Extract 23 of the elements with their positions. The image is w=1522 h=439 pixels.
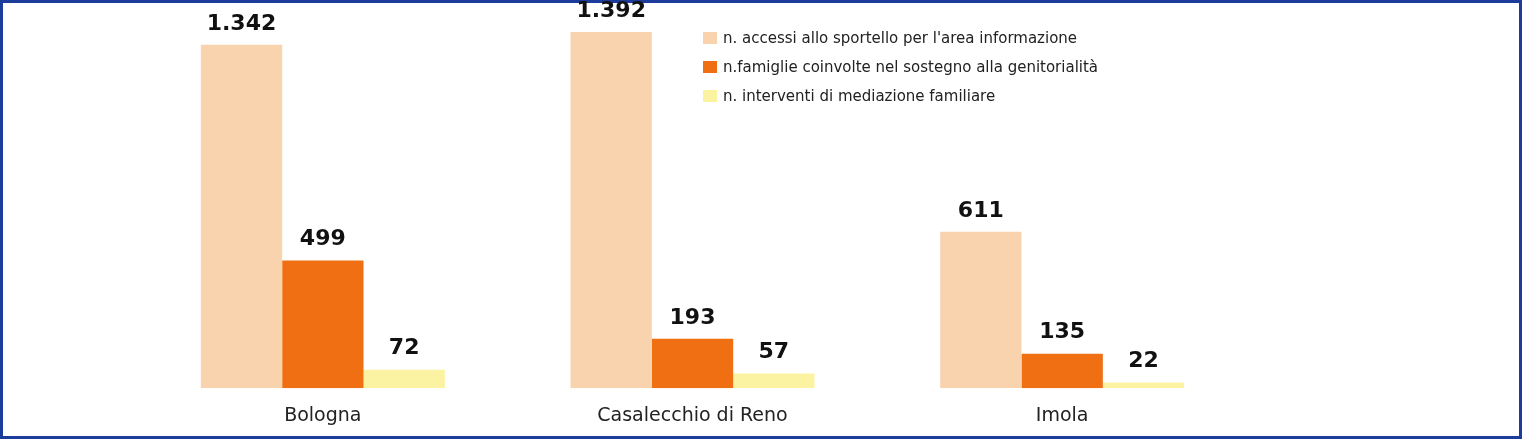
data-label: 1.392 xyxy=(576,0,646,22)
bar xyxy=(570,32,652,389)
bar xyxy=(1021,353,1103,389)
data-label: 1.342 xyxy=(206,9,277,35)
legend-label: n.famiglie coinvolte nel sostegno alla genitorialità xyxy=(723,57,1099,76)
data-label: 57 xyxy=(758,338,790,364)
x-tick-label: Imola xyxy=(1035,402,1089,425)
bar xyxy=(940,231,1022,389)
data-label: 72 xyxy=(388,334,420,360)
bar xyxy=(733,373,815,389)
data-label: 611 xyxy=(957,196,1004,222)
bar xyxy=(651,338,734,389)
data-label: 22 xyxy=(1128,347,1159,373)
data-label: 135 xyxy=(1039,318,1086,344)
bar xyxy=(200,44,283,389)
x-tick-label: Casalecchio di Reno xyxy=(597,402,788,425)
x-tick-label: Bologna xyxy=(284,402,362,425)
data-label: 499 xyxy=(299,225,346,251)
legend-label: n. accessi allo sportello per l'area informazione xyxy=(723,28,1078,47)
legend-label: n. interventi di mediazione familiare xyxy=(723,86,996,105)
bar xyxy=(363,369,445,389)
bar xyxy=(282,260,364,389)
data-label: 193 xyxy=(669,303,716,329)
